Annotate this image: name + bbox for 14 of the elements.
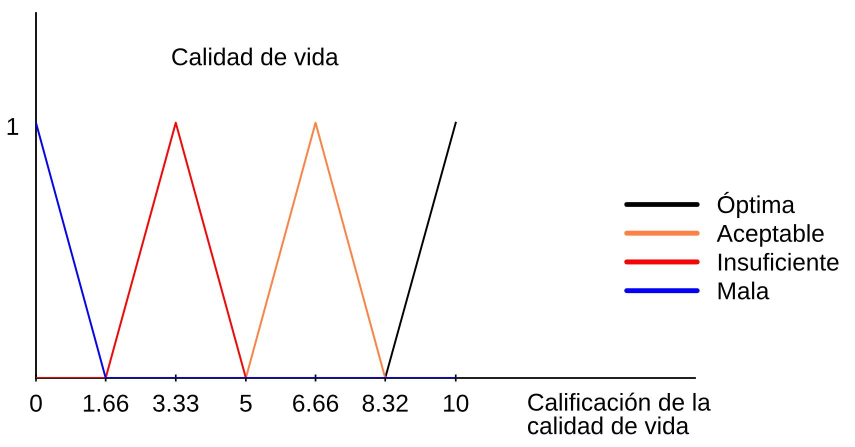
legend-label: Óptima (718, 192, 795, 218)
x-tick-label: 6.66 (293, 394, 338, 412)
x-tick-label: 10 (444, 394, 468, 412)
x-tick-label: 5 (240, 394, 252, 412)
x-tick-label: 0 (30, 394, 42, 412)
x-tick-label: 3.33 (153, 394, 198, 412)
legend-label: Aceptable (716, 224, 824, 247)
legend-label: Mala (718, 282, 770, 300)
chart-title: Calidad de vida (172, 48, 339, 66)
x-axis-title: Calificación de la calidad de vida (528, 392, 711, 434)
annotation: 1 (8, 118, 18, 135)
legend-label: Insuficiente (718, 252, 839, 271)
x-tick-label: 8.32 (362, 394, 408, 412)
x-tick-label: 1.66 (84, 394, 128, 412)
